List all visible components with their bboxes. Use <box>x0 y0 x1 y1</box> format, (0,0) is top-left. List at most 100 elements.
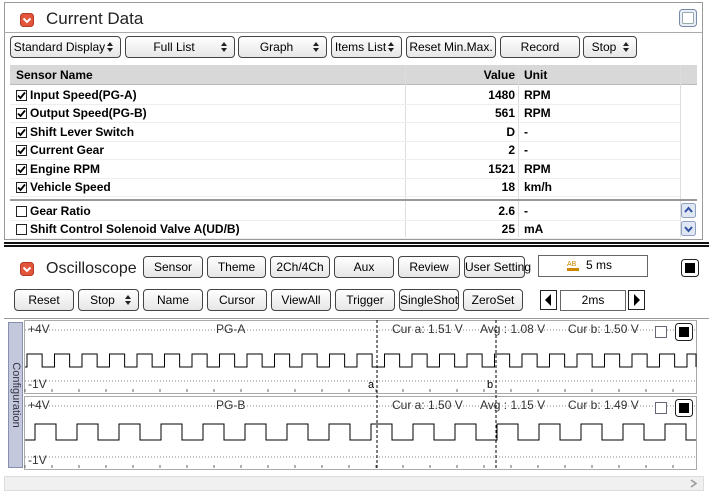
toggle-icon-part <box>679 403 689 413</box>
button[interactable]: User Setting <box>464 256 531 278</box>
collapse-icon-part <box>22 266 32 273</box>
button[interactable]: ViewAll <box>271 289 331 311</box>
sensor-value: 1480 <box>488 88 515 102</box>
sensor-unit: - <box>524 143 528 158</box>
channel-checkbox <box>655 402 667 414</box>
checkbox <box>16 90 27 101</box>
collapse-icon-part <box>22 17 32 24</box>
column-divider <box>405 65 406 237</box>
collapse-icon <box>20 13 34 27</box>
button[interactable]: Theme <box>207 256 266 278</box>
column-header: Sensor Name <box>16 68 93 82</box>
dropdown-arrow <box>388 42 394 52</box>
sensor-unit: - <box>524 124 528 139</box>
toggle-icon <box>675 323 693 341</box>
checkbox-part <box>16 224 27 236</box>
dropdown-arrow <box>313 42 319 52</box>
button[interactable]: Trigger <box>335 289 395 311</box>
channel-checkbox-part <box>655 326 667 338</box>
button[interactable]: Reset <box>14 289 74 311</box>
checkbox <box>16 163 27 175</box>
min-level: -1V <box>28 377 47 391</box>
button[interactable]: Record <box>500 36 580 58</box>
button[interactable]: Cursor <box>207 289 267 311</box>
button[interactable]: 2Ch/4Ch <box>270 256 330 278</box>
checkbox <box>16 108 27 120</box>
toggle-icon-part <box>685 263 695 273</box>
checkbox-part <box>17 147 26 155</box>
scroll-up <box>681 203 696 218</box>
checkbox-part <box>17 165 26 173</box>
dropdown-arrow-part <box>623 42 629 52</box>
dropdown-arrow <box>221 42 227 52</box>
dropdown-arrow <box>125 295 131 305</box>
sensor-value: 18 <box>501 180 515 194</box>
max-level: +4V <box>28 398 50 412</box>
sensor-unit: km/h <box>524 180 553 194</box>
sensor-name: Shift Lever Switch <box>30 124 135 139</box>
prev-button[interactable] <box>540 290 557 310</box>
waveform <box>25 423 696 441</box>
checkbox-part <box>17 183 26 192</box>
sensor-value: 2 <box>508 143 515 158</box>
sensor-name: Engine RPM <box>30 161 101 176</box>
cursor-b-reading: Cur b: 1.50 V <box>568 322 639 336</box>
dropdown-arrow-part <box>313 42 319 52</box>
scroll-up-part <box>681 203 696 218</box>
button[interactable]: Graph <box>238 36 327 58</box>
button[interactable]: Name <box>143 289 203 311</box>
toggle-icon <box>675 399 693 417</box>
group-separator <box>10 199 697 201</box>
panel-separator <box>4 242 709 247</box>
row-line <box>10 238 680 240</box>
toggle-icon-part <box>679 327 689 337</box>
collapse-icon <box>20 262 34 276</box>
checkbox <box>16 206 27 217</box>
checkbox <box>16 182 27 193</box>
checkbox <box>16 145 27 157</box>
button[interactable]: Stop <box>583 36 637 58</box>
button[interactable]: ZeroSet <box>463 289 523 311</box>
button[interactable]: Sensor <box>143 256 203 278</box>
dropdown-arrow-part <box>107 42 113 52</box>
scroll-down <box>681 221 696 236</box>
cursor-label: a <box>368 379 375 391</box>
row-line <box>10 159 680 161</box>
timebase-icon: AB <box>566 259 580 273</box>
scroll-down-part <box>681 221 696 236</box>
window-icon-part <box>682 12 694 24</box>
sensor-name: Current Gear <box>30 143 105 158</box>
dropdown-arrow <box>107 42 113 52</box>
next-button[interactable] <box>628 290 645 310</box>
average-reading: Avg : 1.15 V <box>480 398 546 412</box>
window-icon <box>679 9 697 27</box>
checkbox-part <box>16 206 27 217</box>
button[interactable]: Review <box>398 256 460 278</box>
toggle-icon <box>681 259 699 277</box>
checkbox-part <box>17 128 26 137</box>
cursor-a-reading: Cur a: 1.51 V <box>392 322 463 336</box>
button[interactable]: Standard Display <box>10 36 121 58</box>
dropdown-arrow-part <box>221 42 227 52</box>
channel-name: PG-A <box>216 322 246 336</box>
column-header: Unit <box>524 68 548 82</box>
channel-checkbox <box>655 326 667 338</box>
dropdown-arrow-part <box>125 295 131 305</box>
sensor-name: Shift Control Solenoid Valve A(UD/B) <box>30 222 240 237</box>
panel-frame <box>4 2 703 240</box>
button[interactable]: Aux <box>334 256 394 278</box>
timebase-box <box>538 255 648 277</box>
waveform <box>25 353 697 368</box>
column-divider <box>680 65 681 237</box>
max-level: +4V <box>28 322 50 336</box>
button[interactable]: Reset Min.Max. <box>406 36 496 58</box>
row-line <box>10 140 680 142</box>
min-level: -1V <box>28 453 47 467</box>
button[interactable]: SingleShot <box>399 289 459 311</box>
zoom-box: 2ms <box>560 290 626 311</box>
button[interactable]: Stop <box>78 289 139 311</box>
sensor-name: Vehicle Speed <box>30 180 111 194</box>
button[interactable]: Full List <box>125 36 235 58</box>
button[interactable]: Items List <box>331 36 402 58</box>
